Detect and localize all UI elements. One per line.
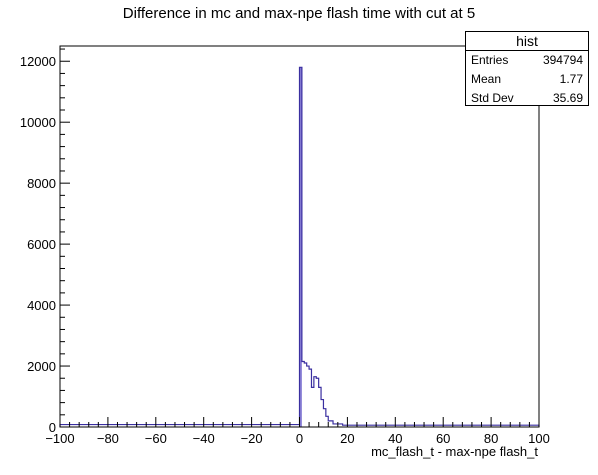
histogram-bin <box>299 67 302 427</box>
histogram-bin <box>307 366 309 427</box>
y-tick-label: 2000 <box>27 359 56 374</box>
x-axis-label: mc_flash_t - max-npe flash_t <box>371 444 538 459</box>
x-tick-label: 80 <box>484 431 498 446</box>
stats-label: Std Dev <box>471 91 514 105</box>
histogram-bin <box>302 361 304 427</box>
x-tick-label: 100 <box>528 431 550 446</box>
stats-value: 35.69 <box>552 91 583 105</box>
stats-box-title: hist <box>466 32 588 51</box>
histogram-bin <box>311 387 313 427</box>
x-tick-label: 0 <box>296 431 303 446</box>
stats-box: hist Entries 394794 Mean 1.77 Std Dev 35… <box>465 31 589 106</box>
x-tick-label: −40 <box>193 431 215 446</box>
chart-title: Difference in mc and max-npe flash time … <box>122 5 476 22</box>
histogram-bin <box>304 363 306 427</box>
histogram-bin <box>328 421 333 427</box>
x-axis: −100 −80 −60 −40 −20 0 20 40 60 80 100 <box>45 417 550 446</box>
y-tick-label: 0 <box>49 420 56 435</box>
stats-value: 394794 <box>542 53 583 67</box>
stats-value: 1.77 <box>559 72 583 86</box>
x-tick-label: 60 <box>436 431 450 446</box>
x-tick-label: −80 <box>97 431 119 446</box>
x-tick-label: −60 <box>145 431 167 446</box>
histogram-bars <box>59 66 540 427</box>
stats-row-stddev: Std Dev 35.69 <box>466 89 588 108</box>
y-tick-label: 4000 <box>27 298 56 313</box>
x-tick-label: −20 <box>241 431 263 446</box>
stats-label: Mean <box>471 72 502 86</box>
y-tick-label: 6000 <box>27 237 56 252</box>
y-axis: 0 2000 4000 6000 8000 10000 12000 <box>20 48 70 435</box>
stats-row-mean: Mean 1.77 <box>466 70 588 89</box>
y-tick-label: 12000 <box>20 54 56 69</box>
y-tick-label: 8000 <box>27 176 56 191</box>
x-tick-label: 40 <box>388 431 402 446</box>
histogram-outline <box>59 66 540 427</box>
stats-label: Entries <box>471 53 509 67</box>
y-tick-label: 10000 <box>20 115 56 130</box>
stats-row-entries: Entries 394794 <box>466 51 588 70</box>
x-tick-label: −100 <box>45 431 74 446</box>
x-tick-label: 20 <box>340 431 354 446</box>
